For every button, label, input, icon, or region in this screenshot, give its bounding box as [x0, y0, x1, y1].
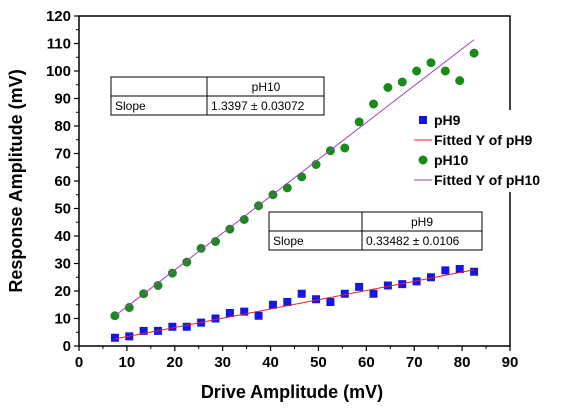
- slope-table-ph9: pH9 Slope 0.33482 ± 0.0106: [268, 211, 483, 251]
- data-point-ph9: [211, 314, 220, 323]
- x-tick-label: 50: [310, 354, 327, 371]
- x-tick-label: 30: [214, 354, 231, 371]
- data-point-ph10: [124, 303, 134, 312]
- table-header-row: [268, 211, 483, 232]
- data-point-ph9: [326, 298, 335, 306]
- plot-area: [110, 39, 479, 342]
- table-header: pH9: [411, 215, 433, 229]
- legend: pH9 Fitted Y of pH9 pH10 Fitted Y of pH1…: [413, 110, 585, 192]
- data-point-ph10: [369, 99, 379, 109]
- y-tick-label: 90: [54, 91, 71, 108]
- data-point-ph10: [469, 48, 479, 58]
- data-point-ph10: [354, 117, 364, 127]
- y-tick-label: 120: [46, 8, 71, 25]
- data-point-ph9: [426, 273, 435, 282]
- data-point-ph10: [426, 58, 436, 68]
- y-tick-label: 50: [54, 201, 71, 218]
- table-header: pH10: [252, 80, 281, 94]
- data-point-ph9: [283, 298, 292, 306]
- y-tick-label: 10: [54, 311, 71, 328]
- y-tick-label: 30: [54, 256, 71, 273]
- legend-marker-ph9: [419, 116, 427, 124]
- x-tick-label: 0: [75, 354, 83, 371]
- y-tick-label: 40: [54, 228, 71, 245]
- data-point-ph9: [110, 333, 119, 342]
- data-point-ph9: [412, 277, 421, 286]
- series-line-fitted-y-of-ph9: [114, 269, 475, 340]
- data-point-ph10: [182, 257, 192, 267]
- y-tick-label: 110: [47, 36, 71, 53]
- legend-background: [413, 110, 585, 192]
- data-point-ph10: [196, 243, 206, 253]
- data-point-ph9: [355, 282, 364, 291]
- table-row-label: Slope: [115, 99, 146, 113]
- data-point-ph9: [455, 265, 464, 273]
- data-point-ph9: [268, 300, 277, 309]
- data-point-ph10: [455, 76, 465, 86]
- x-tick-label: 80: [454, 354, 471, 371]
- data-point-ph10: [297, 172, 307, 182]
- y-axis-title: Response Amplitude (mV): [6, 69, 26, 292]
- data-point-ph10: [340, 143, 350, 153]
- data-point-ph10: [440, 66, 450, 76]
- data-point-ph9: [340, 289, 349, 298]
- data-point-ph10: [239, 215, 249, 224]
- x-tick-label: 40: [262, 354, 279, 371]
- data-point-ph9: [240, 307, 249, 316]
- data-point-ph10: [210, 237, 220, 246]
- axes: 0 10 20 30 40 50 60 70 80 90 0 10 20 30 40 50 60 70 80 90 10…: [46, 8, 518, 371]
- table-header-row: [110, 76, 325, 97]
- y-tick-label: 80: [54, 118, 71, 135]
- data-point-ph10: [167, 268, 177, 278]
- data-point-ph9: [470, 267, 479, 276]
- data-point-ph10: [153, 281, 163, 290]
- data-point-ph9: [383, 281, 392, 290]
- y-tick-label: 100: [46, 63, 71, 80]
- x-tick-label: 60: [358, 354, 375, 371]
- data-point-ph9: [441, 266, 450, 275]
- y-tick-label: 60: [54, 173, 71, 190]
- x-tick-label: 20: [166, 354, 183, 371]
- table-row-label: Slope: [273, 234, 304, 248]
- data-point-ph10: [383, 83, 393, 92]
- table-row-value: 1.3397 ± 0.03072: [211, 99, 305, 113]
- y-tick-label: 20: [54, 283, 71, 300]
- data-point-ph10: [311, 160, 321, 169]
- x-axis-title: Drive Amplitude (mV): [201, 382, 383, 402]
- data-point-ph9: [254, 311, 263, 320]
- y-tick-label: 70: [54, 146, 71, 163]
- data-point-ph9: [297, 289, 306, 298]
- data-point-ph9: [225, 309, 234, 317]
- data-point-ph9: [168, 322, 177, 331]
- series-line-fitted-y-of-ph10: [114, 39, 475, 317]
- data-point-ph10: [282, 183, 292, 193]
- data-point-ph9: [139, 326, 148, 335]
- x-tick-label: 70: [406, 354, 423, 371]
- legend-label-ph10: pH10: [434, 152, 468, 168]
- data-point-ph9: [182, 322, 191, 331]
- data-point-ph10: [412, 66, 422, 76]
- data-point-ph9: [369, 289, 378, 298]
- x-tick-label: 90: [502, 354, 519, 371]
- x-tick-label: 10: [119, 354, 136, 371]
- legend-label-fit-ph9: Fitted Y of pH9: [434, 132, 532, 148]
- legend-label-ph9: pH9: [434, 112, 461, 128]
- legend-label-fit-ph10: Fitted Y of pH10: [434, 172, 540, 188]
- data-point-ph10: [225, 224, 235, 234]
- table-row-value: 0.33482 ± 0.0106: [366, 234, 460, 248]
- y-tick-label: 0: [63, 338, 71, 355]
- data-point-ph9: [312, 295, 321, 304]
- slope-table-ph10: pH10 Slope 1.3397 ± 0.03072: [110, 76, 325, 116]
- data-point-ph10: [397, 77, 407, 87]
- legend-marker-ph10: [418, 155, 428, 165]
